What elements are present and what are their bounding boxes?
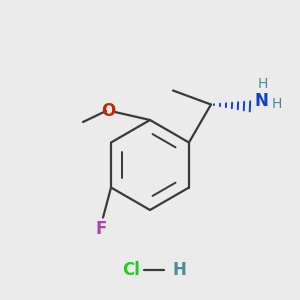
- Text: O: O: [101, 102, 115, 120]
- Text: N: N: [254, 92, 268, 110]
- Text: Cl: Cl: [122, 261, 140, 279]
- Text: H: H: [272, 98, 282, 112]
- Text: H: H: [172, 261, 186, 279]
- Text: H: H: [258, 77, 268, 92]
- Text: F: F: [95, 220, 107, 238]
